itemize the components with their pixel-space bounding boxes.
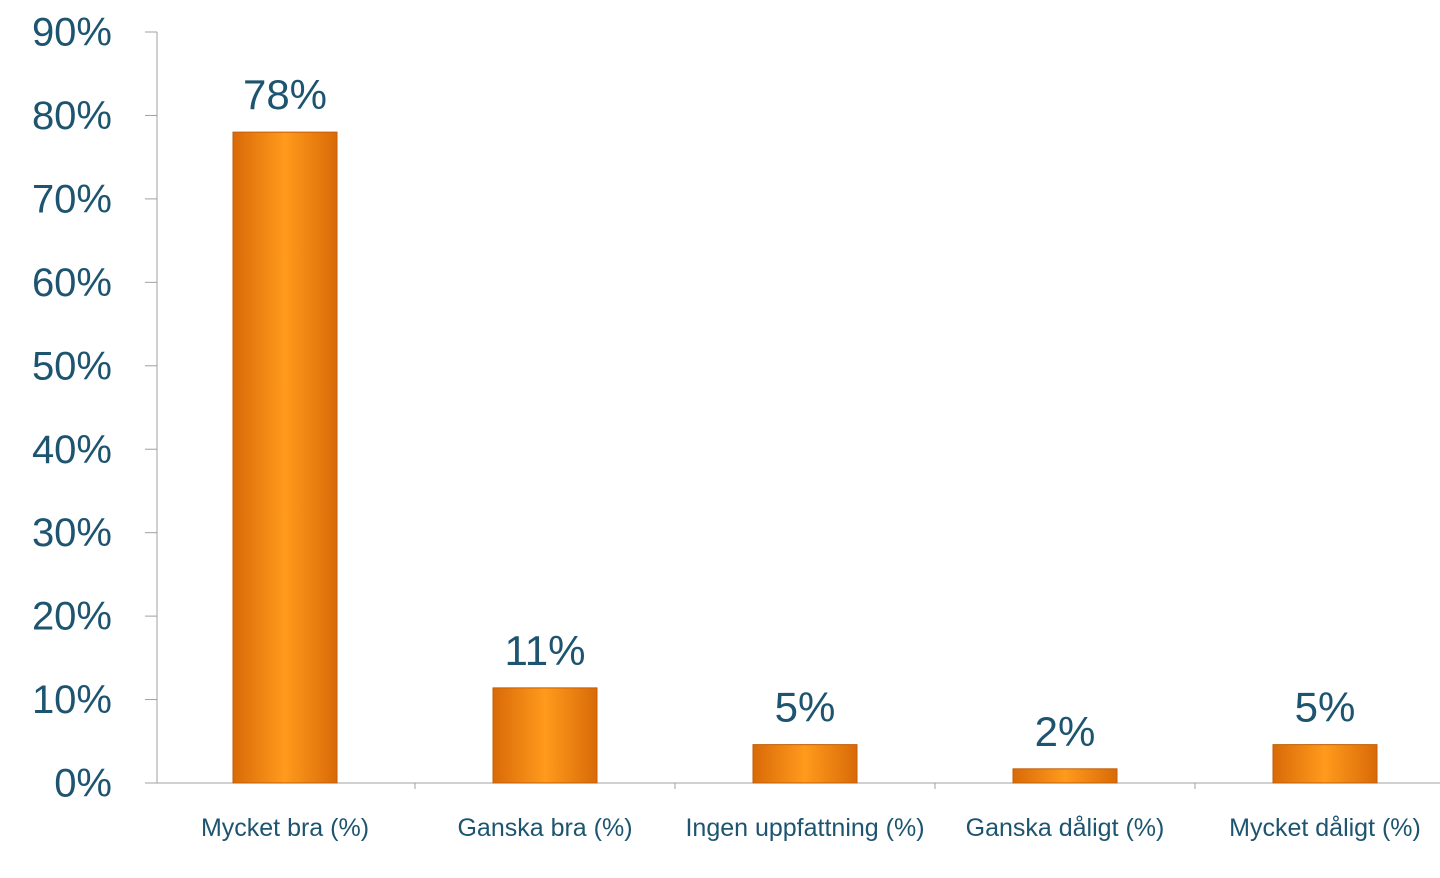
data-label: 2%	[1035, 708, 1096, 755]
bar	[232, 131, 338, 784]
y-tick-label: 40%	[32, 428, 112, 472]
bar	[752, 744, 858, 784]
bar	[1012, 768, 1118, 784]
data-label: 11%	[505, 627, 586, 674]
bar	[492, 687, 598, 784]
y-tick-label: 30%	[32, 511, 112, 555]
data-label: 5%	[775, 684, 836, 731]
y-tick-label: 0%	[54, 762, 112, 806]
y-tick-label: 20%	[32, 595, 112, 639]
data-label: 78%	[243, 71, 327, 118]
x-tick-label: Ganska dåligt (%)	[965, 814, 1165, 842]
y-tick-label: 70%	[32, 177, 112, 221]
y-tick-label: 60%	[32, 261, 112, 305]
bar	[1272, 744, 1378, 784]
x-tick-label: Ingen uppfattning (%)	[685, 814, 925, 842]
x-tick-label: Mycket dåligt (%)	[1229, 814, 1421, 842]
x-tick-label: Mycket bra (%)	[200, 814, 370, 842]
data-label: 5%	[1295, 684, 1356, 731]
y-tick-label: 80%	[32, 94, 112, 138]
x-tick-label: Ganska bra (%)	[457, 814, 633, 842]
y-tick-label: 50%	[32, 344, 112, 388]
y-tick-label: 90%	[32, 11, 112, 55]
y-tick-label: 10%	[32, 678, 112, 722]
